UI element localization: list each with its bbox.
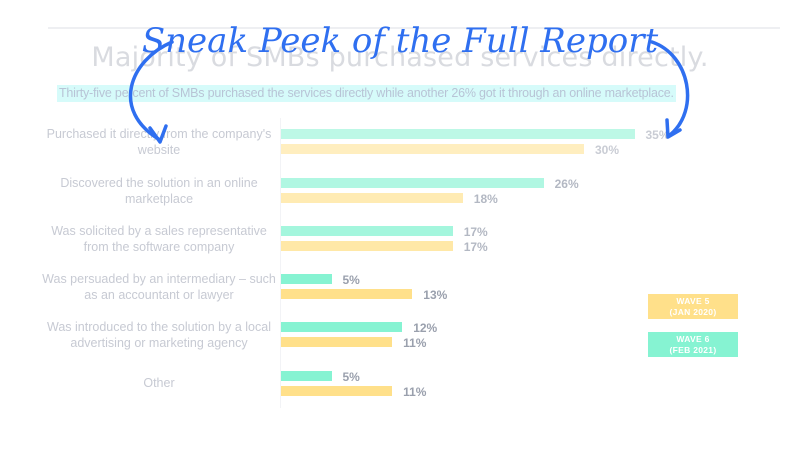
category-label-line1: Discovered the solution in an online	[60, 176, 258, 190]
value-label-wave-5: 11%	[403, 385, 427, 399]
legend-wave-5-date: (JAN 2020)	[669, 307, 717, 317]
bar-wave-6	[281, 129, 635, 139]
bar-group: Other 5% 11%	[0, 370, 800, 404]
category-label-line2: advertising or marketing agency	[70, 336, 248, 350]
value-label-wave-5: 17%	[463, 240, 488, 254]
category-label: Discovered the solution in an online mark…	[39, 175, 279, 207]
category-label-line2: as an accountant or lawyer	[84, 288, 234, 302]
category-label-line2: marketplace	[124, 192, 194, 206]
value-label-wave-5: 30%	[595, 143, 620, 157]
legend-wave-6: WAVE 6 (FEB 2021)	[648, 332, 738, 357]
category-label-line1: Was introduced to the solution by a loca…	[47, 320, 271, 334]
bar-wave-6	[281, 226, 453, 236]
category-label-line2: from the software company	[83, 240, 235, 254]
value-label-wave-6: 5%	[342, 273, 360, 287]
bar-wave-5	[281, 386, 393, 396]
bar-wave-6	[281, 322, 403, 332]
category-label: Was introduced to the solution by a loca…	[39, 319, 279, 351]
legend-wave-5: WAVE 5 (JAN 2020)	[648, 294, 738, 319]
bar-wave-5	[281, 337, 393, 347]
value-label-wave-6: 17%	[463, 225, 488, 239]
category-label-line1: Other	[143, 376, 175, 390]
bar-wave-5	[281, 144, 584, 154]
value-label-wave-5: 11%	[403, 336, 427, 350]
value-label-wave-6: 26%	[554, 177, 579, 191]
bar-group: Was solicited by a sales representative f…	[0, 223, 800, 259]
bar-wave-5	[281, 241, 453, 251]
bar-group: Discovered the solution in an online mark…	[0, 175, 800, 211]
bar-group: Purchased it directly from the company's…	[0, 126, 800, 162]
bar-wave-6	[281, 274, 332, 284]
chart-subtitle: Thirty-five percent of SMBs purchased th…	[57, 85, 676, 102]
category-label-line1: Purchased it directly from the company's	[46, 127, 272, 141]
category-label: Purchased it directly from the company's…	[39, 126, 279, 158]
bar-group: Was persuaded by an intermediary – such a…	[0, 271, 800, 307]
bar-wave-6	[281, 178, 544, 188]
top-divider	[48, 27, 780, 29]
value-label-wave-6: 35%	[645, 128, 670, 142]
bar-wave-5	[281, 193, 463, 203]
value-label-wave-5: 13%	[423, 288, 448, 302]
legend-wave-6-date: (FEB 2021)	[669, 345, 717, 355]
bar-wave-5	[281, 289, 413, 299]
category-label: Other	[39, 375, 279, 391]
legend-wave-6-name: WAVE 6	[676, 334, 710, 344]
chart-title: Majority of SMBs purchased services dire…	[91, 42, 709, 73]
value-label-wave-6: 12%	[413, 321, 438, 335]
value-label-wave-5: 18%	[473, 192, 498, 206]
category-label-line1: Was persuaded by an intermediary – such	[42, 272, 276, 286]
category-label-line1: Was solicited by a sales representative	[51, 224, 267, 238]
value-label-wave-6: 5%	[342, 370, 360, 384]
legend-wave-5-name: WAVE 5	[676, 296, 710, 306]
category-label: Was persuaded by an intermediary – such a…	[39, 271, 279, 303]
bar-group: Was introduced to the solution by a loca…	[0, 319, 800, 355]
y-axis-line	[280, 118, 281, 408]
bar-wave-6	[281, 371, 332, 381]
category-label: Was solicited by a sales representative f…	[39, 223, 279, 255]
category-label-line2: website	[137, 143, 181, 157]
